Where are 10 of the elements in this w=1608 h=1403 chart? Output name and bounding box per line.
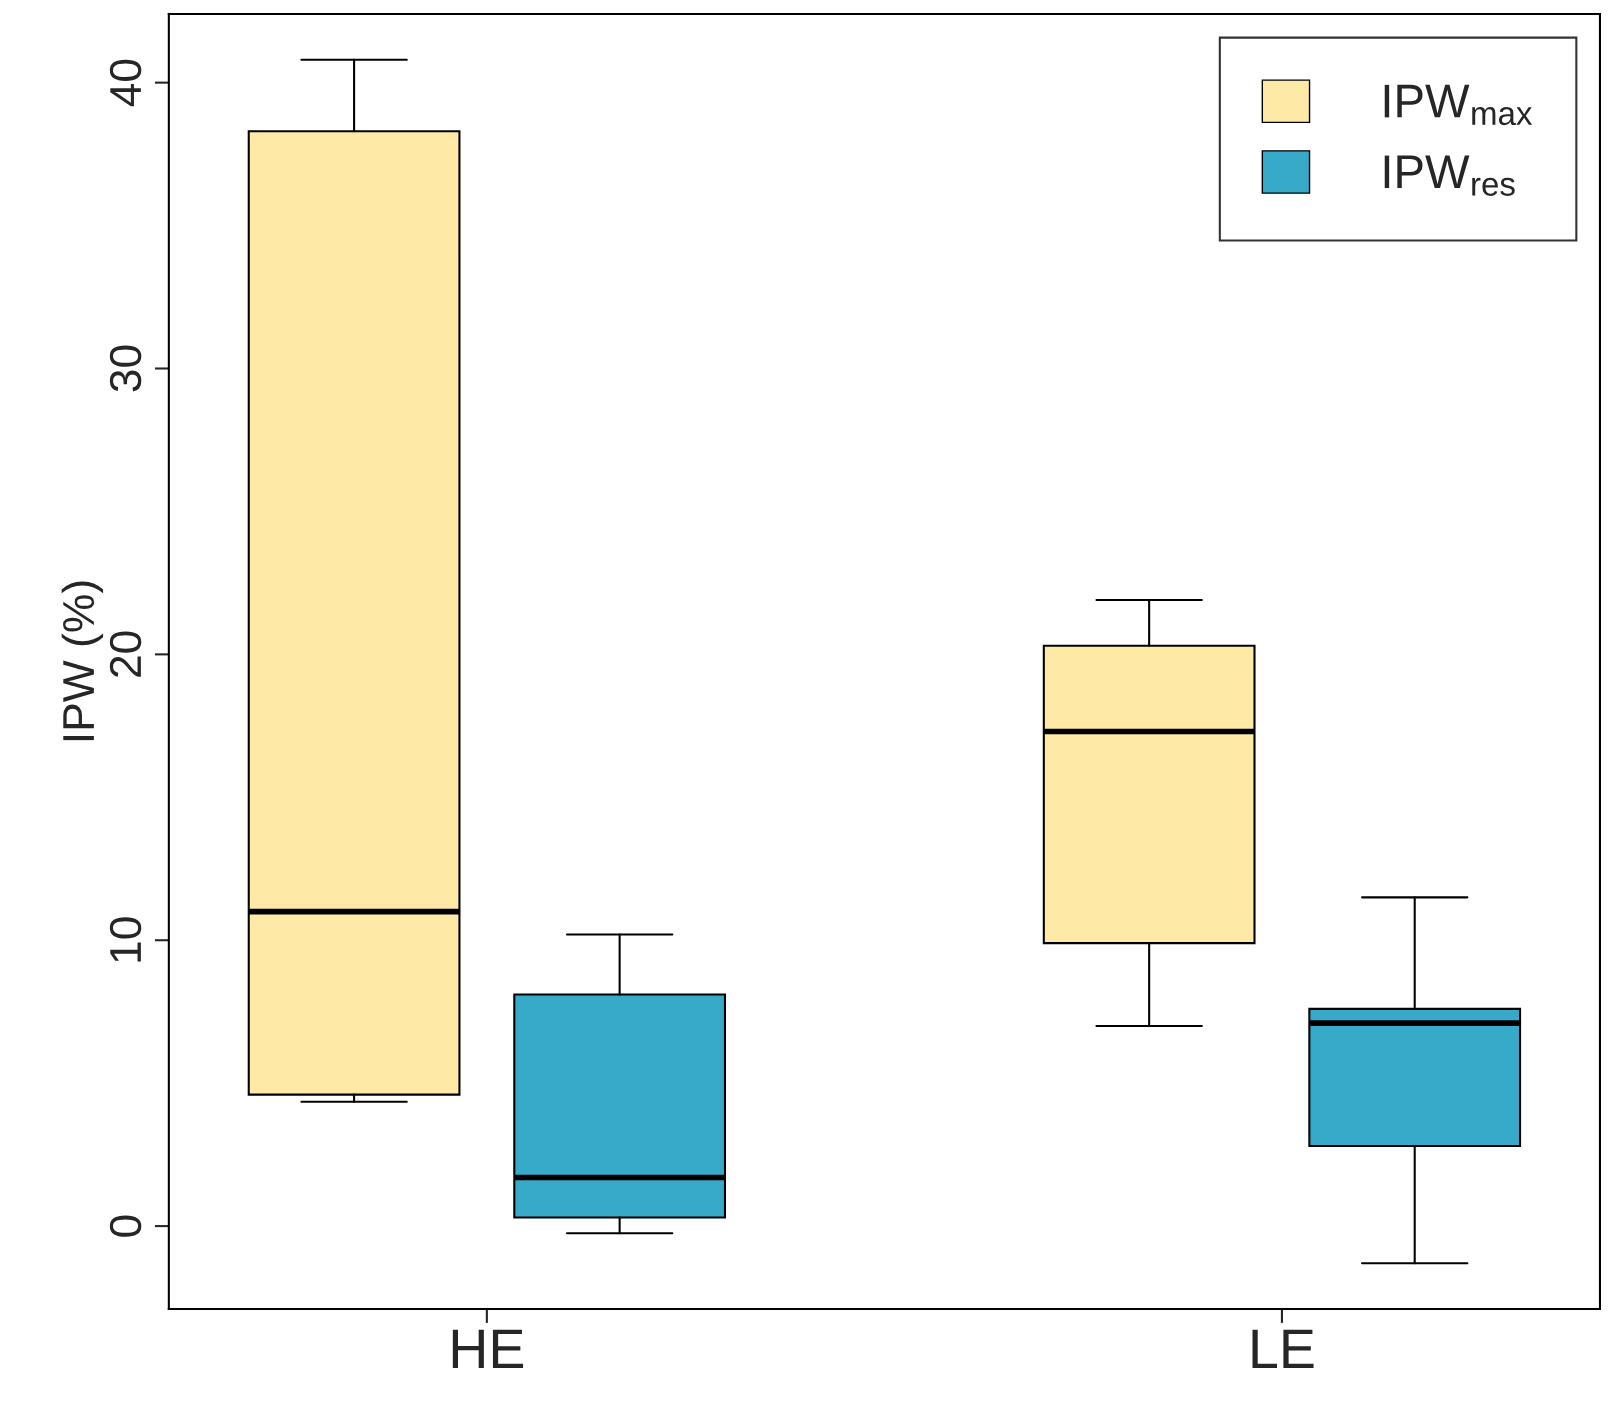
legend-label: IPW$_{res}$ <box>1384 155 1515 196</box>
y-tick-label: 30 <box>109 345 142 392</box>
y-tick-label: 20 <box>109 631 142 677</box>
y-tick-label: 10 <box>109 917 142 962</box>
legend-label: IPW$_{max}$ <box>1384 84 1533 126</box>
y-axis-title: IPW (%) <box>61 581 104 741</box>
y-tick-label: 0 <box>109 1215 142 1237</box>
x-tick-label: HE <box>452 1329 524 1369</box>
x-tick-label: LE <box>1252 1329 1314 1369</box>
y-tick-label: 40 <box>109 59 142 107</box>
